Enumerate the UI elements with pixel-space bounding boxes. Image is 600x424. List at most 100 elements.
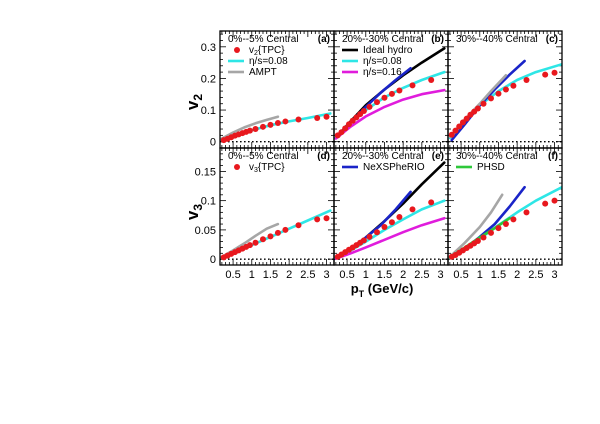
- data-point: [373, 229, 380, 236]
- series-line-eta016: [334, 216, 446, 260]
- x-tick-label: 1.5: [263, 269, 278, 281]
- data-point: [246, 242, 253, 249]
- panel-title: 0%--5% Central: [228, 34, 299, 45]
- data-point: [396, 214, 403, 221]
- x-tick-label: 2.5: [300, 269, 315, 281]
- data-point: [502, 86, 509, 93]
- panel-grid: 00.10.20.30%--5% Central (a)v2{TPC}η/s=0.…: [195, 30, 563, 281]
- legend-label: NeXSPheRIO: [363, 162, 425, 173]
- x-tick-label: 2.5: [414, 269, 429, 281]
- data-point: [409, 82, 416, 89]
- x-tick-label: 1: [249, 269, 255, 281]
- y-axis-label-v3: v3: [183, 204, 205, 220]
- data-point: [314, 216, 321, 223]
- data-point: [495, 90, 502, 97]
- panel-e: 0.5 1 1.5 2 2.5 3 20%--30% Central (e) NeXSPheRI…: [333, 147, 449, 281]
- x-tick-label: 3: [551, 269, 557, 281]
- data-point: [282, 118, 289, 125]
- y-tick-label: 0.2: [201, 73, 216, 85]
- data-point: [409, 206, 416, 213]
- data-point: [342, 125, 349, 132]
- data-point: [252, 126, 259, 133]
- data-point: [474, 238, 481, 245]
- panel-b: 20%--30% Central (b) Ideal hydroη/s=0.08η/…: [333, 30, 449, 149]
- data-point: [487, 95, 494, 102]
- data-point: [267, 233, 274, 240]
- data-point: [259, 236, 266, 243]
- data-point: [448, 131, 455, 138]
- data-point: [338, 129, 345, 136]
- data-point: [314, 114, 321, 121]
- panel-data: [334, 161, 446, 260]
- data-point: [502, 221, 509, 228]
- panel-letter: (e): [432, 151, 444, 162]
- panel-letter: (b): [431, 34, 444, 45]
- legend-label: η/s=0.08: [249, 56, 288, 67]
- data-point: [523, 209, 530, 216]
- legend-marker: [234, 164, 240, 170]
- data-point: [381, 94, 388, 101]
- axis-titles: v2 v3 pT (GeV/c): [183, 94, 413, 299]
- legend-label: AMPT: [249, 67, 277, 78]
- x-tick-label: 2: [514, 269, 520, 281]
- x-tick-label: 3: [437, 269, 443, 281]
- data-point: [551, 69, 558, 76]
- data-point: [323, 113, 330, 120]
- data-point: [282, 226, 289, 233]
- x-tick-label: 2: [286, 269, 292, 281]
- y-axis-label-v2: v2: [183, 94, 205, 110]
- series-line-nexspherio: [450, 59, 526, 142]
- panel-letter: (c): [546, 34, 558, 45]
- panel-letter: (a): [318, 34, 330, 45]
- x-tick-label: 2.5: [528, 269, 543, 281]
- series-line-eta016: [334, 88, 446, 140]
- series-line-ampt: [220, 115, 280, 140]
- legend-label: PHSD: [477, 162, 505, 173]
- data-point: [295, 222, 302, 229]
- panel-letter: (f): [548, 151, 558, 162]
- data-point: [523, 77, 530, 84]
- data-point: [388, 90, 395, 97]
- data-point: [428, 77, 435, 84]
- panel-title: 30%--40% Central: [456, 34, 538, 45]
- data-point: [259, 123, 266, 130]
- data-point: [495, 225, 502, 232]
- panel-data: [220, 209, 332, 261]
- legend-label: η/s=0.16: [363, 67, 402, 78]
- x-tick-label: 0.5: [225, 269, 240, 281]
- data-point: [323, 215, 330, 222]
- data-point: [274, 229, 281, 236]
- panel-data: [334, 47, 446, 140]
- y-tick-label: 0.1: [201, 105, 216, 117]
- y-tick-label: 0.15: [195, 166, 216, 178]
- panel-letter: (d): [317, 151, 330, 162]
- data-point: [274, 120, 281, 127]
- panel-data: [448, 59, 562, 142]
- panel-a: 0 0.1 0.2 0.3 0%--5% Central (a) v2{TPC}η/s=0.…: [201, 30, 335, 149]
- panel-data: [220, 112, 332, 144]
- series-line-ampt: [448, 193, 504, 259]
- legend-label: v3{TPC}: [249, 162, 285, 174]
- y-tick-label: 0.05: [195, 225, 216, 237]
- panel-data: [448, 185, 562, 260]
- data-point: [428, 199, 435, 206]
- x-tick-label: 1: [477, 269, 483, 281]
- data-point: [452, 127, 459, 134]
- x-tick-label: 1: [363, 269, 369, 281]
- legend-label: Ideal hydro: [363, 45, 413, 56]
- x-tick-label: 2: [400, 269, 406, 281]
- data-point: [551, 197, 558, 204]
- data-point: [360, 108, 367, 115]
- data-point: [252, 239, 259, 246]
- data-point: [381, 223, 388, 230]
- data-point: [510, 82, 517, 89]
- panel-title: 20%--30% Central: [342, 151, 424, 162]
- legend-marker: [234, 47, 240, 53]
- y-tick-label: 0.1: [201, 196, 216, 208]
- data-point: [480, 234, 487, 241]
- x-tick-label: 0.5: [453, 269, 468, 281]
- panel-frame: [447, 147, 563, 266]
- data-point: [542, 71, 549, 78]
- data-point: [510, 216, 517, 223]
